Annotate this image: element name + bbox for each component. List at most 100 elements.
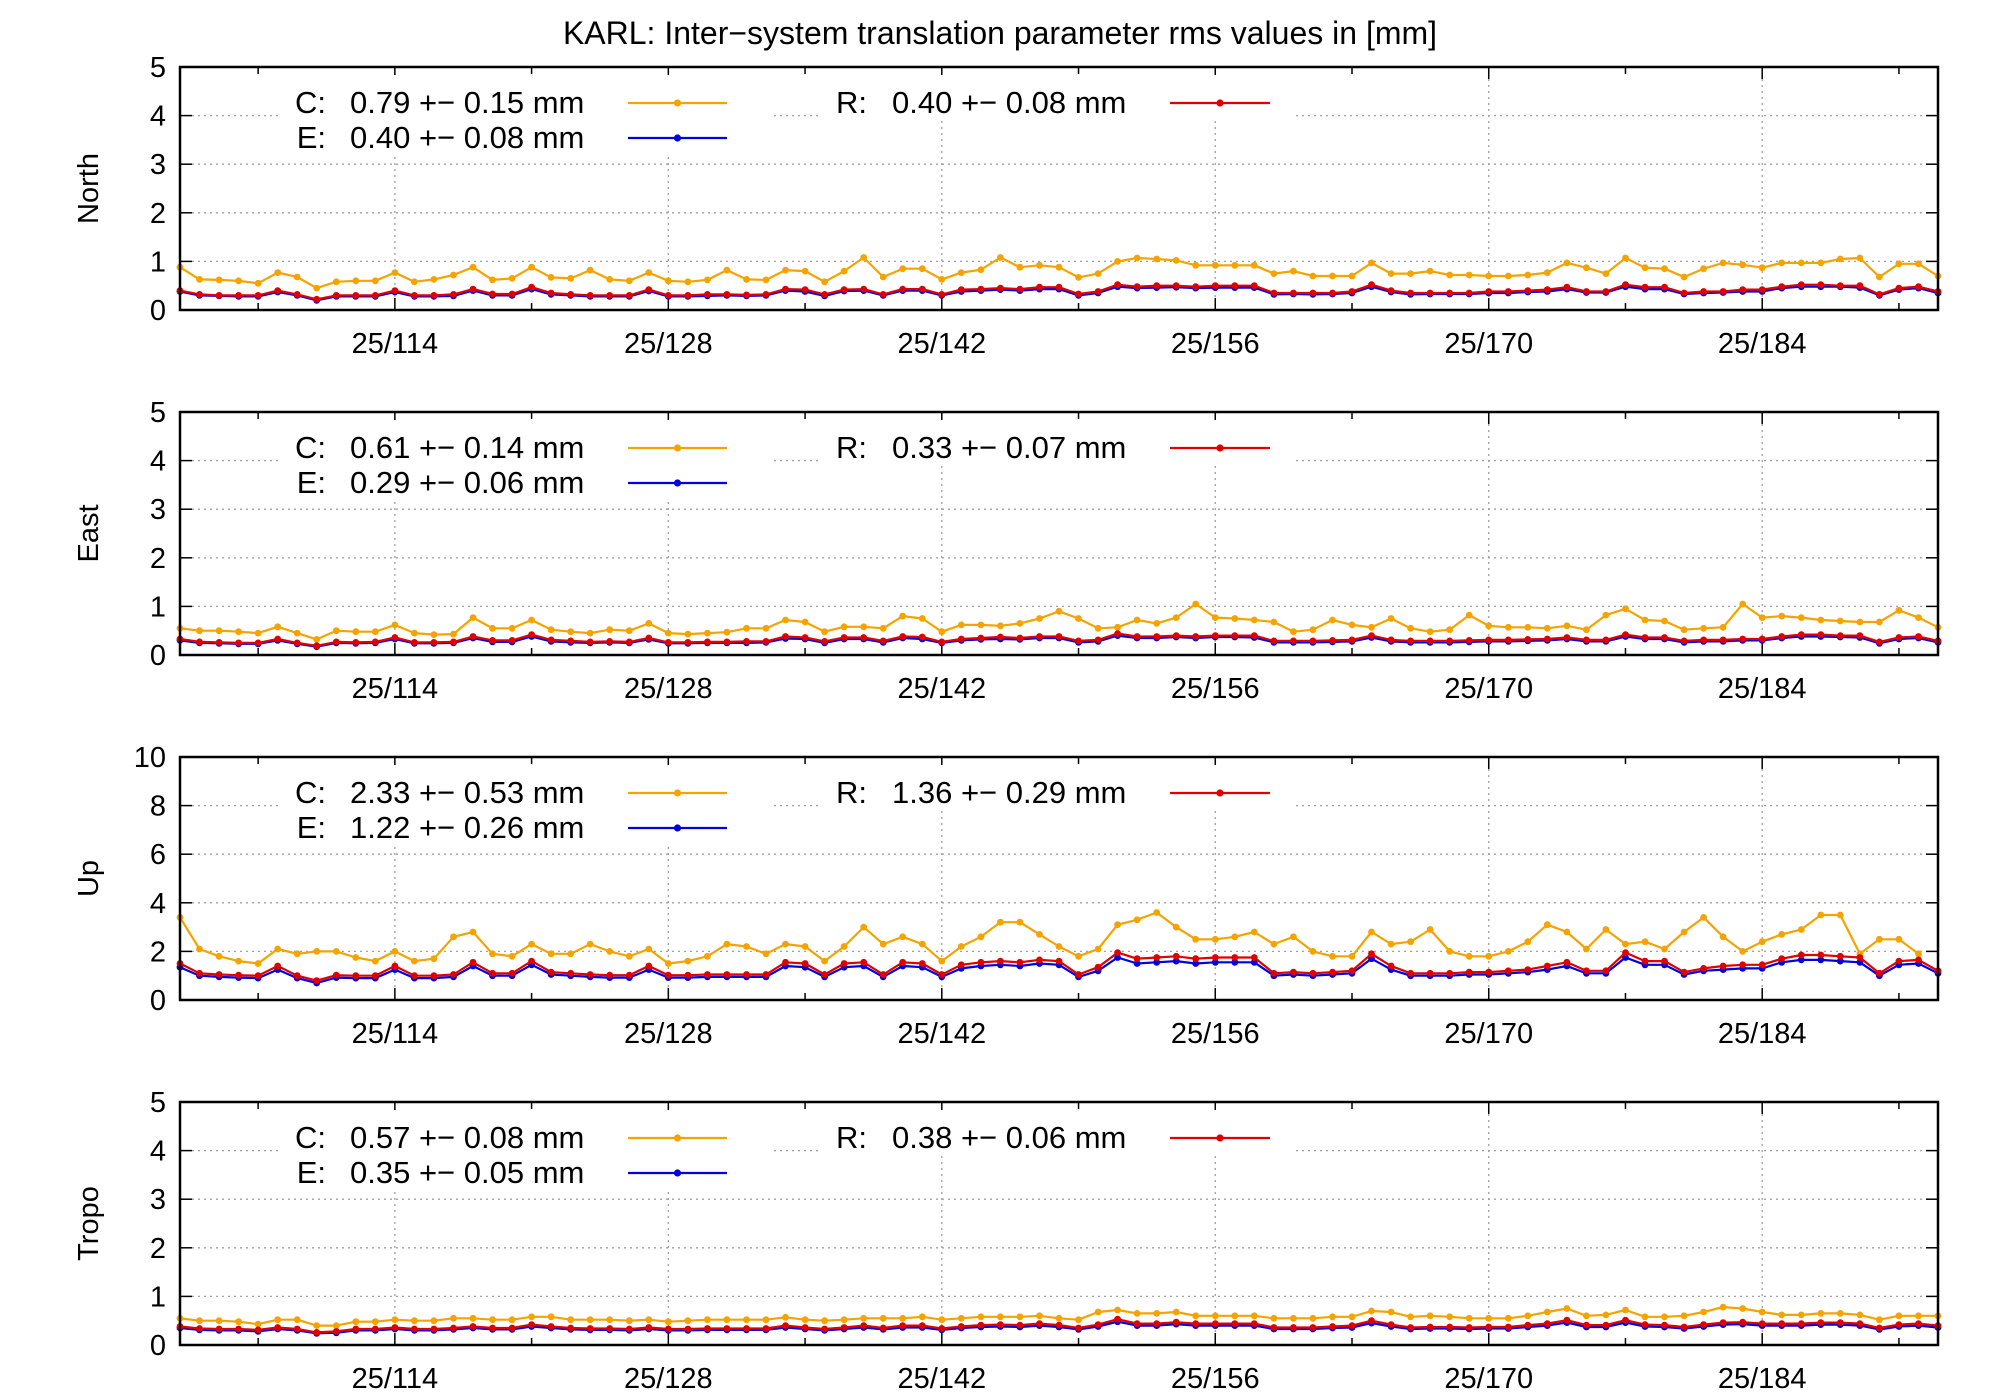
data-point-r bbox=[684, 1325, 692, 1333]
data-point-c bbox=[1915, 614, 1922, 621]
data-point-c bbox=[567, 275, 575, 282]
data-point-r bbox=[743, 291, 750, 299]
data-point-r bbox=[860, 958, 868, 966]
data-point-c bbox=[1426, 926, 1434, 933]
legend-key-r: R: bbox=[836, 775, 867, 810]
data-point-c bbox=[1270, 1314, 1278, 1322]
data-point-e bbox=[1797, 956, 1805, 964]
data-point-r bbox=[1426, 1323, 1434, 1331]
data-point-r bbox=[1876, 291, 1883, 298]
data-point-r bbox=[215, 1325, 223, 1333]
plot-frame bbox=[178, 1100, 1940, 1347]
x-tick-label: 25/184 bbox=[1718, 1018, 1807, 1050]
data-point-r bbox=[821, 638, 828, 645]
data-point-r bbox=[1211, 282, 1219, 290]
data-point-c bbox=[411, 278, 418, 286]
data-point-r bbox=[567, 291, 575, 298]
data-point-c bbox=[1368, 259, 1375, 267]
y-tick-label: 0 bbox=[150, 1330, 166, 1362]
data-point-c bbox=[235, 628, 243, 636]
legend-stat-r: 1.36 +− 0.29 mm bbox=[892, 775, 1126, 810]
data-point-r bbox=[1114, 1315, 1121, 1323]
data-point-c bbox=[313, 284, 321, 292]
data-point-r bbox=[1700, 1321, 1707, 1328]
data-point-r bbox=[1778, 283, 1786, 291]
data-point-r bbox=[586, 638, 594, 646]
data-point-r bbox=[1719, 1319, 1727, 1326]
x-tick-label: 25/156 bbox=[1171, 673, 1260, 705]
data-point-c bbox=[547, 626, 555, 634]
data-point-r bbox=[879, 637, 887, 645]
data-point-r bbox=[1094, 636, 1102, 644]
x-tick-label: 25/156 bbox=[1171, 1018, 1260, 1050]
data-point-r bbox=[723, 971, 731, 978]
data-point-c bbox=[918, 615, 926, 622]
data-point-c bbox=[1563, 259, 1571, 267]
x-tick-label: 25/184 bbox=[1718, 673, 1807, 705]
data-point-c bbox=[821, 628, 828, 636]
y-axis-label: East bbox=[73, 504, 105, 562]
data-point-c bbox=[1075, 952, 1082, 960]
data-point-c bbox=[332, 1322, 340, 1329]
data-point-c bbox=[1446, 626, 1454, 634]
legend-key-c: C: bbox=[295, 85, 326, 120]
data-point-c bbox=[1817, 1310, 1825, 1317]
data-point-r bbox=[1231, 1320, 1239, 1327]
data-point-c bbox=[489, 950, 496, 958]
data-point-c bbox=[879, 940, 887, 948]
data-point-r bbox=[1583, 967, 1590, 975]
data-point-c bbox=[508, 952, 516, 960]
data-point-c bbox=[606, 626, 614, 634]
data-point-c bbox=[801, 267, 809, 275]
data-point-c bbox=[235, 1318, 243, 1326]
x-tick-label: 25/114 bbox=[352, 673, 439, 705]
data-point-r bbox=[1094, 1321, 1102, 1328]
legend-stat-r: 0.40 +− 0.08 mm bbox=[892, 85, 1126, 120]
data-point-r bbox=[1094, 288, 1102, 295]
data-point-r bbox=[1719, 962, 1727, 970]
data-point-r bbox=[1524, 966, 1532, 973]
data-point-c bbox=[1309, 272, 1317, 280]
data-point-c bbox=[1758, 938, 1766, 946]
x-tick-label: 25/142 bbox=[897, 673, 986, 705]
data-point-r bbox=[1758, 635, 1766, 643]
data-point-c bbox=[528, 616, 535, 624]
data-point-r bbox=[1016, 1321, 1024, 1329]
data-point-r bbox=[1446, 637, 1454, 645]
y-tick-label: 5 bbox=[150, 397, 166, 429]
data-point-r bbox=[879, 1324, 887, 1332]
data-point-c bbox=[1543, 1308, 1551, 1316]
data-point-c bbox=[1192, 261, 1200, 269]
data-point-r bbox=[1856, 282, 1864, 290]
data-point-r bbox=[1876, 969, 1883, 977]
data-point-c bbox=[430, 276, 438, 283]
legend-background bbox=[822, 75, 1292, 120]
data-point-c bbox=[196, 276, 203, 283]
y-tick-label: 2 bbox=[150, 936, 166, 968]
data-point-r bbox=[1504, 967, 1512, 975]
data-point-c bbox=[840, 943, 848, 950]
data-point-r bbox=[762, 1325, 770, 1332]
data-point-r bbox=[411, 1325, 418, 1333]
data-point-r bbox=[723, 291, 731, 298]
data-point-e bbox=[1368, 955, 1375, 963]
data-point-c bbox=[391, 621, 399, 629]
data-point-r bbox=[1290, 289, 1297, 297]
data-point-c bbox=[430, 955, 438, 963]
data-point-e bbox=[1231, 958, 1239, 966]
data-point-c bbox=[293, 1316, 301, 1324]
data-point-c bbox=[1661, 265, 1668, 273]
data-point-r bbox=[801, 960, 809, 967]
y-tick-label: 8 bbox=[150, 791, 166, 823]
data-point-c bbox=[586, 266, 594, 274]
data-point-r bbox=[450, 291, 457, 298]
data-point-c bbox=[840, 1316, 848, 1324]
y-tick-label: 2 bbox=[150, 1233, 166, 1265]
x-tick-label: 25/170 bbox=[1444, 328, 1533, 360]
data-point-r bbox=[997, 633, 1004, 641]
series-line-c bbox=[179, 911, 1920, 965]
data-point-r bbox=[547, 1323, 555, 1330]
data-point-r bbox=[508, 1324, 516, 1332]
data-point-c bbox=[977, 933, 985, 941]
data-point-r bbox=[547, 968, 555, 976]
